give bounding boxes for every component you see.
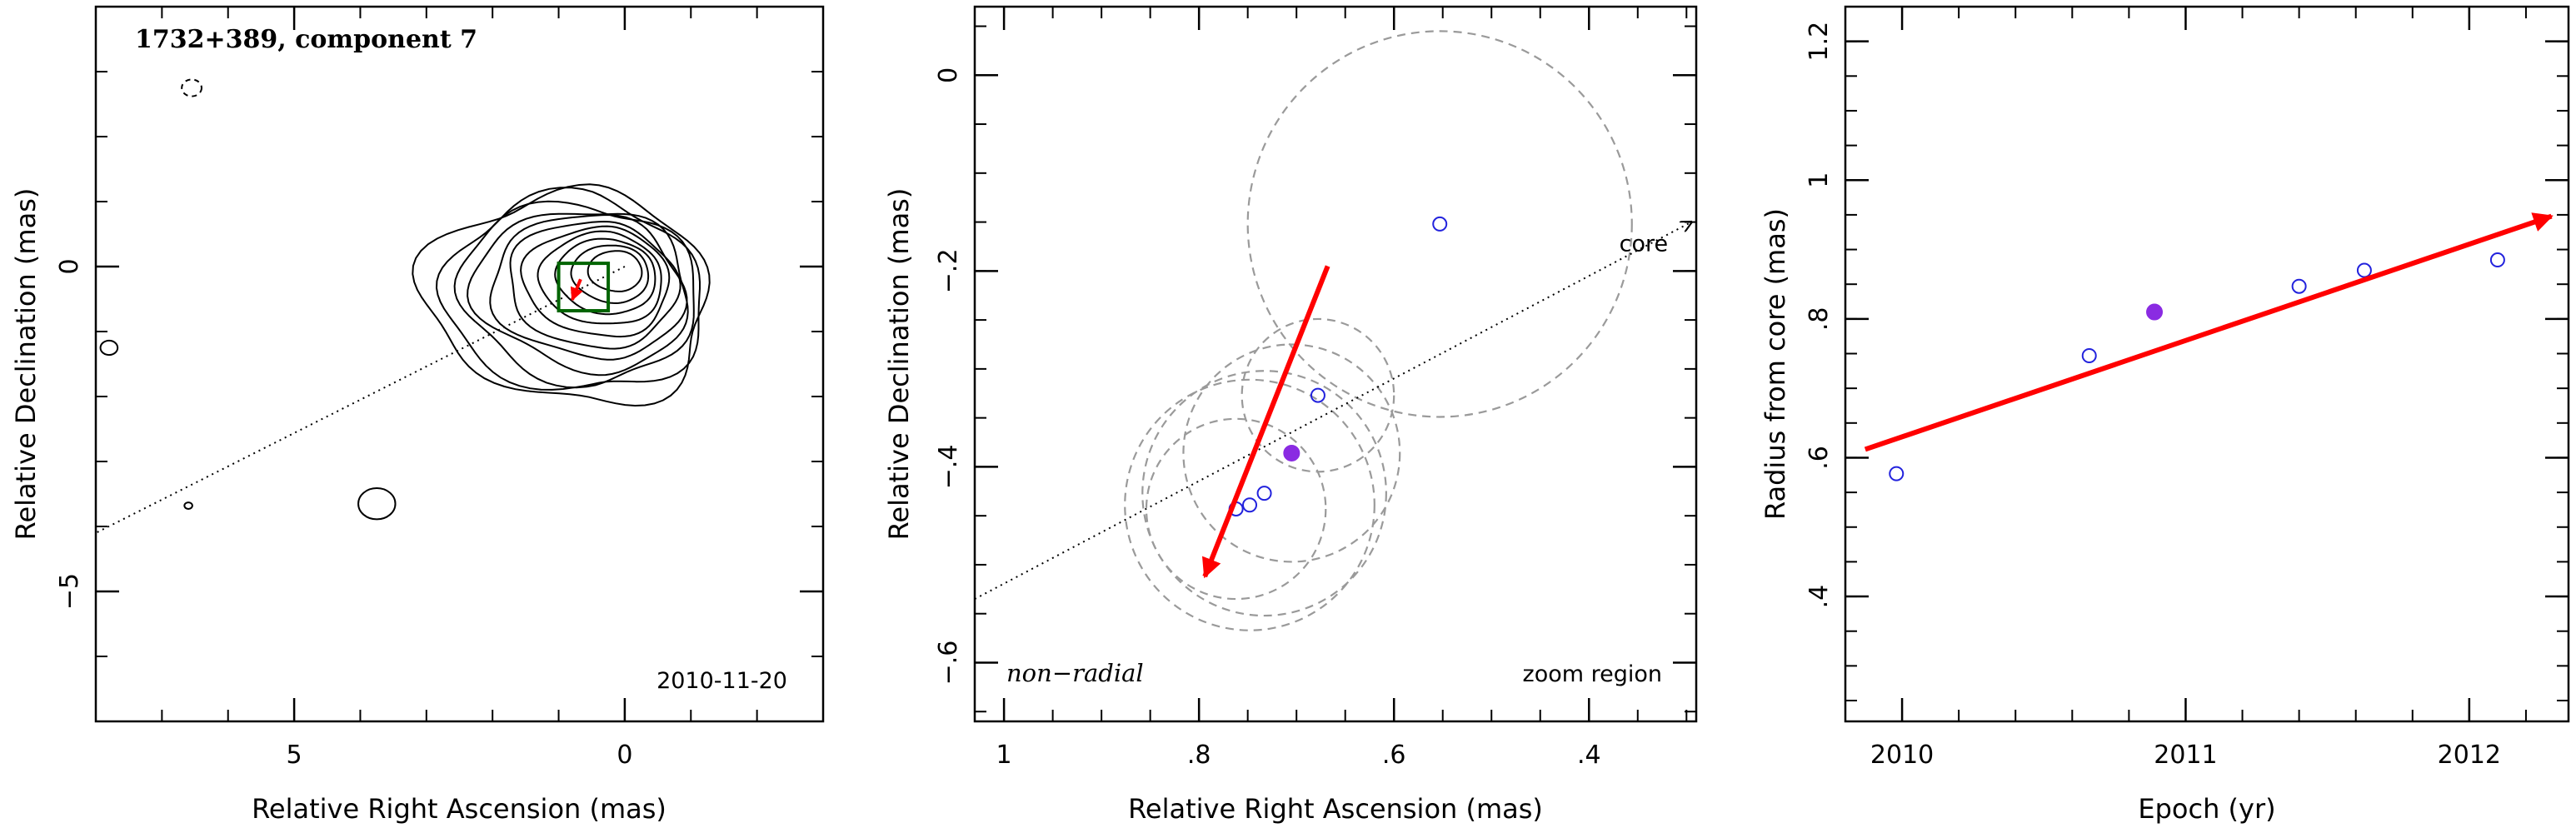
panel-2-x-tick-label: .8 <box>1187 741 1211 770</box>
epoch-annotation: 2010-11-20 <box>656 668 787 694</box>
isolated-contour <box>99 339 119 357</box>
panel-3-y-tick-label: .6 <box>1805 446 1834 470</box>
jet-contour <box>537 230 662 325</box>
component-size-circle <box>1182 343 1401 563</box>
jet-contour <box>435 187 701 391</box>
panel-3-xlabel: Epoch (yr) <box>2138 793 2275 825</box>
component-position-current <box>1283 444 1300 461</box>
panel-2-ticks: 1 .8 .6 .4 0 −.2 −.4 −.6 <box>934 7 1696 770</box>
component-size-circles <box>1124 30 1633 631</box>
panel-1-y-tick-label: −5 <box>55 573 84 610</box>
panel-2-y-tick-label: −.4 <box>934 445 963 490</box>
zoom-box <box>557 262 611 313</box>
panel-2-y-tick-label: −.2 <box>934 248 963 293</box>
panel-2: 1 .8 .6 .4 0 −.2 −.4 −.6 core non−radial zoom r… <box>883 5 1698 825</box>
panel-1-xlabel: Relative Right Ascension (mas) <box>252 793 666 825</box>
component-size-circle <box>1241 317 1395 473</box>
contour-map <box>99 78 711 521</box>
jet-contour <box>570 244 650 305</box>
non-radial-annotation: non−radial <box>1006 659 1144 687</box>
core-label: core <box>1620 232 1668 257</box>
component-size-circle <box>1246 30 1633 418</box>
radius-point-current <box>2146 303 2164 321</box>
panel-3-frame <box>1844 5 2570 723</box>
component-size-circle <box>1141 370 1387 617</box>
radius-fit-line <box>1864 212 2554 452</box>
panel-3-x-tick-label: 2012 <box>2438 741 2501 770</box>
isolated-contour <box>183 501 193 510</box>
core-direction-line <box>975 222 1691 600</box>
panel-3-x-tick-label: 2010 <box>1870 741 1934 770</box>
panel-3-ylabel: Radius from core (mas) <box>1760 208 1791 520</box>
panel-2-y-tick-label: −.6 <box>934 641 963 686</box>
isolated-contour <box>357 486 397 521</box>
motion-vector <box>1201 265 1330 579</box>
panel-1-ylabel: Relative Declination (mas) <box>10 188 42 541</box>
panel-1: 5 0 0 −5 1732+389, component 7 2010-11-20 R… <box>10 5 825 825</box>
jet-contour <box>489 213 688 361</box>
jet-contour <box>509 220 681 350</box>
component-position <box>1242 497 1258 513</box>
radius-point <box>2081 348 2097 364</box>
component-size-circle <box>1124 378 1375 631</box>
panel-3-plot-area <box>1864 212 2554 481</box>
panel-2-frame <box>973 5 1698 723</box>
component-position <box>1256 486 1272 501</box>
panel-3-ticks: 2010 2011 2012 .4 .6 .8 1 1.2 <box>1805 6 2569 770</box>
panel-1-y-tick-label: 0 <box>55 258 84 274</box>
radius-point <box>2489 252 2505 268</box>
panel-3: 2010 2011 2012 .4 .6 .8 1 1.2 Epoch (yr) Radius… <box>1760 5 2570 825</box>
core-direction-line <box>96 266 626 534</box>
panel-2-x-tick-label: .4 <box>1577 741 1601 770</box>
panel-1-ticks: 5 0 0 −5 <box>55 6 824 770</box>
panel-3-y-tick-label: 1 <box>1805 172 1834 188</box>
panel-2-plot-area <box>975 30 1691 631</box>
component-position <box>1432 216 1448 232</box>
panel-1-x-tick-label: 0 <box>617 741 632 770</box>
jet-contour <box>467 212 689 377</box>
panel-2-x-tick-label: .6 <box>1382 741 1406 770</box>
jet-contour <box>587 250 643 292</box>
radius-points <box>1889 252 2505 481</box>
radius-point <box>2356 262 2372 278</box>
panel-1-x-tick-label: 5 <box>287 741 302 770</box>
negative-contour <box>181 78 202 97</box>
component-size-circle <box>1145 417 1327 601</box>
component-positions <box>1228 216 1448 516</box>
panel-3-y-tick-label: .4 <box>1805 585 1834 609</box>
panel-2-xlabel: Relative Right Ascension (mas) <box>1128 793 1543 825</box>
panel-3-y-tick-label: 1.2 <box>1805 22 1834 62</box>
panel-2-x-tick-label: 1 <box>996 741 1012 770</box>
radius-point <box>1889 466 1905 481</box>
panel-1-title: 1732+389, component 7 <box>135 25 477 54</box>
component-position <box>1310 387 1325 403</box>
zoom-region-annotation: zoom region <box>1523 661 1662 687</box>
jet-contour <box>520 225 671 338</box>
motion-vector-small <box>570 278 583 302</box>
panel-1-plot-area <box>96 78 711 534</box>
panel-2-ylabel: Relative Declination (mas) <box>883 188 915 541</box>
panel-3-y-tick-label: .8 <box>1805 307 1834 332</box>
jet-contour <box>412 183 711 407</box>
radius-point <box>2291 278 2307 294</box>
jet-contour <box>453 200 695 389</box>
panel-3-x-tick-label: 2011 <box>2154 741 2217 770</box>
panel-2-y-tick-label: 0 <box>934 67 963 83</box>
panel-1-frame <box>94 5 825 723</box>
jet-contour <box>554 237 656 316</box>
